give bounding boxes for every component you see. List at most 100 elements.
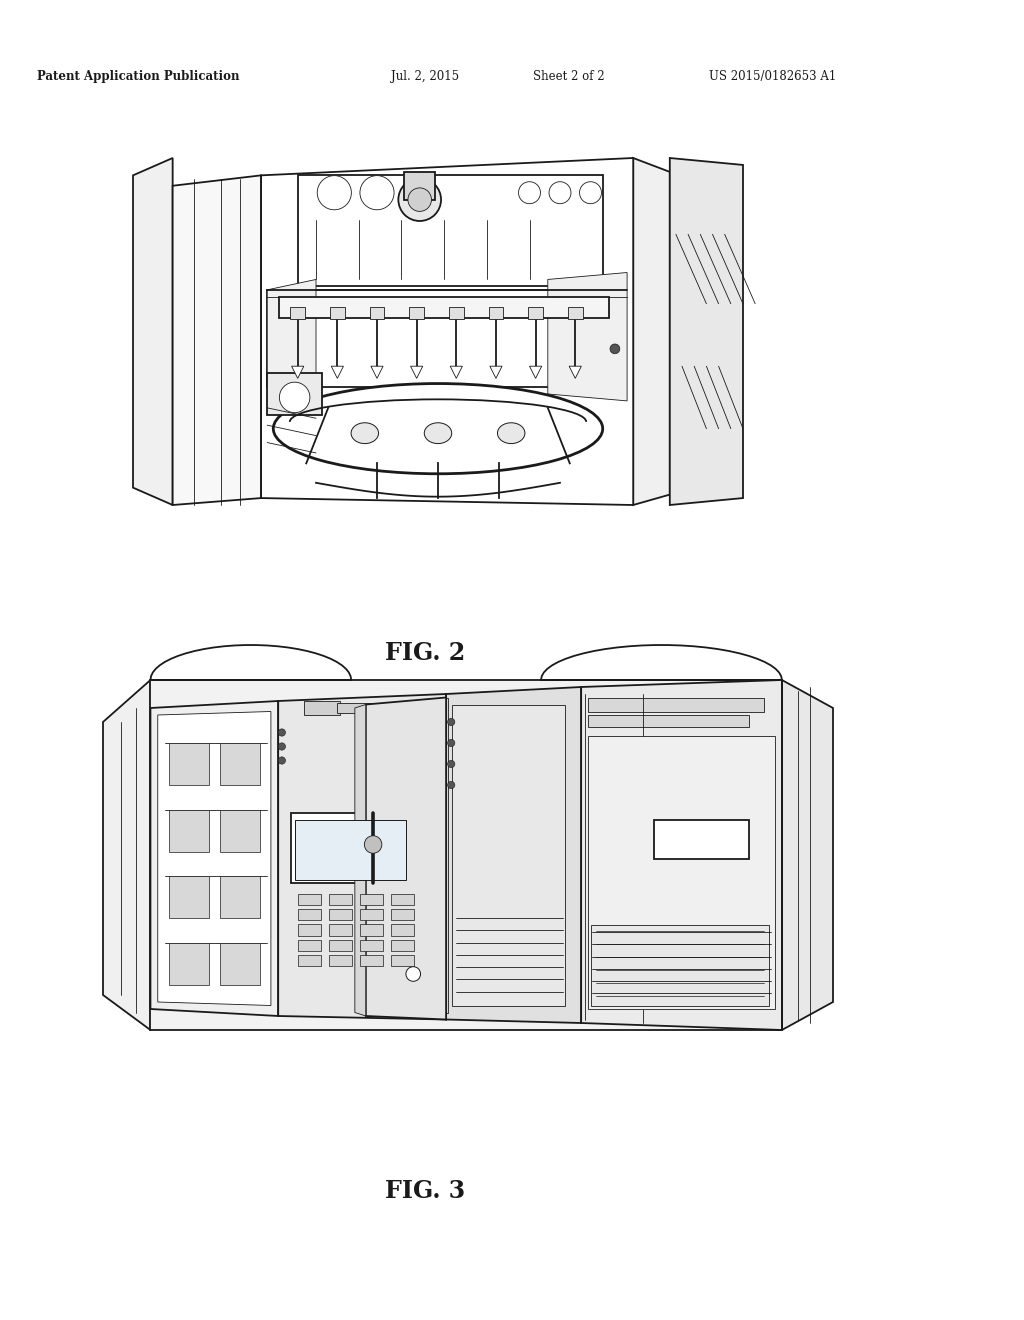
Bar bbox=[220, 876, 260, 917]
Polygon shape bbox=[633, 158, 670, 506]
Circle shape bbox=[518, 182, 541, 203]
Polygon shape bbox=[151, 701, 279, 1016]
Bar bbox=[410, 809, 428, 820]
Bar bbox=[528, 308, 543, 319]
Circle shape bbox=[447, 760, 455, 768]
Bar bbox=[488, 308, 503, 319]
Bar bbox=[298, 924, 321, 936]
Bar bbox=[391, 924, 414, 936]
Bar bbox=[452, 705, 565, 1006]
Bar bbox=[169, 743, 209, 785]
Bar bbox=[329, 909, 351, 920]
Bar bbox=[329, 940, 351, 950]
Bar bbox=[589, 737, 774, 1008]
Circle shape bbox=[279, 743, 286, 750]
Bar bbox=[295, 820, 406, 879]
Polygon shape bbox=[158, 711, 271, 1006]
Bar bbox=[360, 924, 383, 936]
Text: Patent Application Publication: Patent Application Publication bbox=[37, 70, 240, 83]
Bar bbox=[329, 894, 351, 904]
Polygon shape bbox=[133, 158, 173, 506]
Polygon shape bbox=[529, 366, 542, 379]
Bar bbox=[391, 894, 414, 904]
Bar bbox=[591, 925, 769, 1006]
Ellipse shape bbox=[273, 384, 603, 474]
Bar bbox=[298, 894, 321, 904]
Polygon shape bbox=[331, 366, 343, 379]
Circle shape bbox=[610, 345, 620, 354]
Bar bbox=[291, 308, 305, 319]
Polygon shape bbox=[548, 272, 627, 401]
Bar bbox=[654, 820, 749, 858]
Polygon shape bbox=[411, 366, 423, 379]
Bar bbox=[133, 158, 743, 506]
Circle shape bbox=[317, 176, 351, 210]
Bar bbox=[329, 956, 351, 966]
Circle shape bbox=[406, 966, 421, 981]
Bar bbox=[220, 942, 260, 985]
Bar bbox=[337, 702, 366, 713]
Bar bbox=[391, 956, 414, 966]
Bar bbox=[304, 701, 340, 715]
Circle shape bbox=[359, 176, 394, 210]
Polygon shape bbox=[279, 694, 446, 1019]
Text: US 2015/0182653 A1: US 2015/0182653 A1 bbox=[710, 70, 837, 83]
Bar bbox=[410, 767, 428, 777]
Bar bbox=[169, 876, 209, 917]
Bar bbox=[568, 308, 583, 319]
Bar bbox=[291, 813, 411, 883]
Bar bbox=[391, 940, 414, 950]
Bar bbox=[280, 297, 609, 318]
Ellipse shape bbox=[424, 422, 452, 444]
Circle shape bbox=[549, 182, 571, 203]
Bar bbox=[169, 809, 209, 851]
Circle shape bbox=[280, 383, 310, 413]
Bar bbox=[391, 909, 414, 920]
Bar bbox=[435, 697, 449, 1012]
Text: Jul. 2, 2015: Jul. 2, 2015 bbox=[391, 70, 459, 83]
Polygon shape bbox=[782, 680, 833, 1030]
Ellipse shape bbox=[351, 422, 379, 444]
Polygon shape bbox=[582, 680, 782, 1030]
Bar bbox=[220, 743, 260, 785]
Bar bbox=[366, 702, 384, 713]
Circle shape bbox=[408, 187, 431, 211]
Polygon shape bbox=[355, 705, 366, 1016]
Bar bbox=[267, 290, 614, 387]
Circle shape bbox=[279, 756, 286, 764]
Bar bbox=[298, 956, 321, 966]
Circle shape bbox=[400, 961, 426, 987]
Bar bbox=[370, 308, 384, 319]
Bar bbox=[298, 940, 321, 950]
Bar bbox=[404, 172, 435, 199]
Text: Sheet 2 of 2: Sheet 2 of 2 bbox=[532, 70, 604, 83]
Circle shape bbox=[398, 178, 441, 220]
Bar bbox=[360, 956, 383, 966]
Bar bbox=[298, 176, 603, 286]
Circle shape bbox=[580, 182, 601, 203]
Polygon shape bbox=[292, 366, 304, 379]
Circle shape bbox=[447, 781, 455, 788]
Bar bbox=[330, 308, 345, 319]
Ellipse shape bbox=[498, 422, 525, 444]
Bar bbox=[360, 909, 383, 920]
Circle shape bbox=[279, 729, 286, 737]
Polygon shape bbox=[151, 680, 782, 1030]
Text: FIG. 2: FIG. 2 bbox=[385, 642, 465, 665]
Bar bbox=[589, 715, 749, 727]
Polygon shape bbox=[569, 366, 582, 379]
Circle shape bbox=[447, 718, 455, 726]
Polygon shape bbox=[489, 366, 502, 379]
Bar bbox=[449, 308, 464, 319]
Polygon shape bbox=[261, 158, 633, 506]
Polygon shape bbox=[103, 680, 151, 1030]
Bar bbox=[410, 788, 428, 799]
Bar bbox=[360, 940, 383, 950]
Polygon shape bbox=[670, 158, 743, 506]
Bar bbox=[360, 894, 383, 904]
Bar bbox=[589, 697, 764, 711]
Text: FIG. 3: FIG. 3 bbox=[385, 1179, 465, 1203]
Bar bbox=[329, 924, 351, 936]
Bar bbox=[169, 942, 209, 985]
Polygon shape bbox=[446, 686, 582, 1023]
